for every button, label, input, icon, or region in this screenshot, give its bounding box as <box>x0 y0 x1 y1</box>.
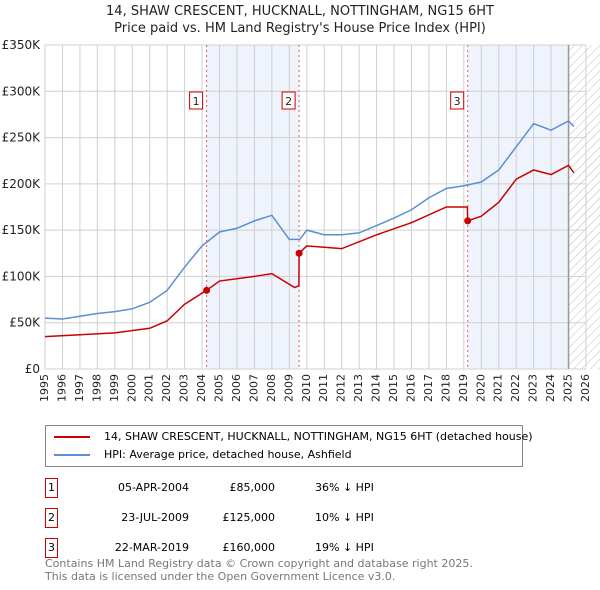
x-tick-label: 2001 <box>143 374 156 402</box>
sale-label-box <box>281 91 296 110</box>
sale-label: 1 <box>193 95 200 108</box>
sale-price: £160,000 <box>222 541 276 554</box>
sale-row: 2 23-JUL-2009 £125,000 10% ↓ HPI <box>45 508 445 528</box>
x-tick-label: 2004 <box>195 374 208 402</box>
y-tick-label: £200K <box>2 177 42 191</box>
chart-subtitle: Price paid vs. HM Land Registry's House … <box>114 21 486 36</box>
legend: 14, SHAW CRESCENT, HUCKNALL, NOTTINGHAM,… <box>45 425 533 467</box>
x-tick-label: 2011 <box>317 374 330 402</box>
sale-number: 3 <box>45 538 58 558</box>
x-tick-label: 2007 <box>247 374 260 402</box>
x-tick-label: 2000 <box>125 374 138 402</box>
sale-date: 22-MAR-2019 <box>114 541 189 554</box>
price-chart: 1995 1996 1997 1998 1999 2000 2001 2002 2003 2004… <box>2 38 600 402</box>
x-tick-label: 2022 <box>509 374 522 402</box>
sale-number: 2 <box>45 508 58 528</box>
sale-point <box>295 249 303 257</box>
sale-row: 3 22-MAR-2019 £160,000 19% ↓ HPI <box>45 538 445 558</box>
chart-title: 14, SHAW CRESCENT, HUCKNALL, NOTTINGHAM,… <box>106 4 494 19</box>
x-tick-label: 2018 <box>439 374 452 402</box>
forecast-hatch <box>568 45 600 369</box>
x-tick-label: 2014 <box>370 374 383 402</box>
x-tick-label: 2024 <box>544 374 557 402</box>
x-tick-label: 2002 <box>160 374 173 402</box>
x-tick-label: 2005 <box>213 374 226 402</box>
sale-row: 1 05-APR-2004 £85,000 36% ↓ HPI <box>45 478 445 498</box>
sale-label-box <box>189 91 204 110</box>
sale-hpi-diff: 10% ↓ HPI <box>315 511 374 524</box>
sale-point <box>203 286 211 294</box>
x-tick-label: 1996 <box>55 374 68 402</box>
sale-label-box <box>450 91 465 110</box>
x-tick-label: 2026 <box>579 374 592 402</box>
x-tick-label: 2021 <box>492 374 505 402</box>
footer: Contains HM Land Registry data © Crown c… <box>45 557 473 583</box>
x-tick-label: 2013 <box>352 374 365 402</box>
x-tick-label: 1998 <box>90 374 103 402</box>
y-tick-label: £300K <box>2 84 42 98</box>
x-tick-label: 2003 <box>178 374 191 402</box>
series-line-property <box>44 164 575 338</box>
sale-price: £125,000 <box>222 511 276 524</box>
x-tick-label: 2006 <box>230 374 243 402</box>
x-tick-label: 2017 <box>422 374 435 402</box>
y-tick-label: £100K <box>2 269 42 283</box>
x-tick-label: 1995 <box>38 374 51 402</box>
sale-label: 2 <box>285 95 292 108</box>
sale-point <box>464 217 472 225</box>
x-tick-label: 2009 <box>282 374 295 402</box>
shaded-region <box>467 45 569 369</box>
y-tick-label: £150K <box>2 223 42 237</box>
legend-red-line <box>54 435 90 438</box>
x-tick-label: 2019 <box>457 374 470 402</box>
x-tick-label: 2008 <box>265 374 278 402</box>
x-tick-label: 2015 <box>387 374 400 402</box>
sale-date: 23-JUL-2009 <box>121 511 189 524</box>
legend-blue-line <box>54 453 90 456</box>
y-tick-label: £0 <box>25 362 40 376</box>
y-tick-label: £50K <box>9 316 41 330</box>
sale-hpi-diff: 19% ↓ HPI <box>315 541 374 554</box>
y-tick-label: £250K <box>2 131 42 145</box>
x-tick-label: 2020 <box>474 374 487 402</box>
sale-label: 3 <box>454 95 461 108</box>
x-tick-label: 2010 <box>300 374 313 402</box>
sale-hpi-diff: 36% ↓ HPI <box>315 481 374 494</box>
legend-hpi: HPI: Average price, detached house, Ashf… <box>104 448 352 461</box>
sale-number: 1 <box>45 478 58 498</box>
sale-date: 05-APR-2004 <box>117 481 189 494</box>
series-line-hpi <box>44 119 575 320</box>
x-tick-label: 2025 <box>562 374 575 402</box>
x-tick-label: 1997 <box>73 374 86 402</box>
legend-property: 14, SHAW CRESCENT, HUCKNALL, NOTTINGHAM,… <box>104 430 533 443</box>
x-tick-label: 1999 <box>108 374 121 402</box>
x-tick-label: 2023 <box>527 374 540 402</box>
footer-line: This data is licensed under the Open Gov… <box>45 570 396 583</box>
x-tick-label: 2016 <box>404 374 417 402</box>
footer-line: Contains HM Land Registry data © Crown c… <box>45 557 473 570</box>
sale-price: £85,000 <box>229 481 276 494</box>
y-tick-label: £350K <box>2 38 42 52</box>
x-tick-label: 2012 <box>335 374 348 402</box>
